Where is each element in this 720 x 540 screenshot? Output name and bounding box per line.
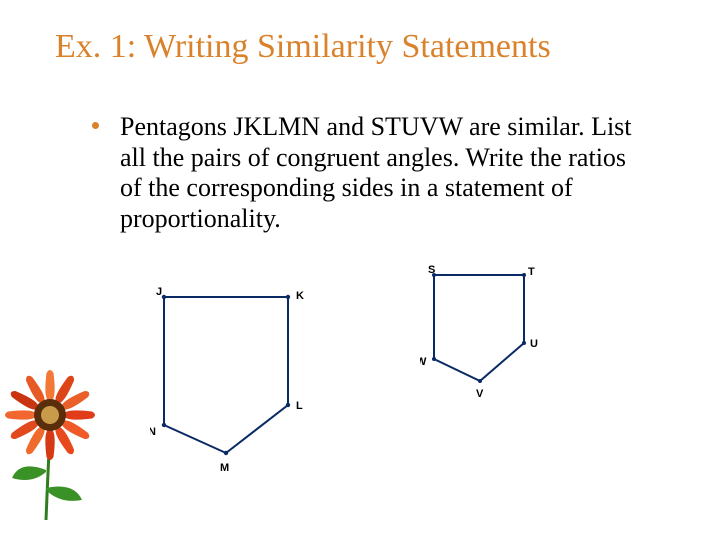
vertex-label-W: W [420,356,427,368]
figures-region: J K L M N S T U V W [150,275,630,495]
vertex-label-S: S [428,265,435,276]
vertex-label-T: T [528,266,535,278]
vertex-label-N: N [150,426,156,438]
vertex-label-L: L [296,400,303,412]
body-block: Pentagons JKLMN and STUVW are similar. L… [120,112,650,235]
vertex-label-U: U [530,338,538,350]
pentagon-shape-2 [434,275,524,381]
vertex-label-M: M [220,462,229,474]
slide-title: Ex. 1: Writing Similarity Statements [55,28,680,66]
vertex-label-J: J [156,286,162,298]
bullet-dot-icon [92,122,99,129]
body-text: Pentagons JKLMN and STUVW are similar. L… [120,112,632,233]
pentagon-stuvw: S T U V W [420,265,560,415]
vertex-label-V: V [476,388,484,400]
slide: Ex. 1: Writing Similarity Statements Pen… [0,0,720,540]
vertex-label-K: K [296,290,304,302]
pentagon-jklmn: J K L M N [150,275,330,485]
bullet-item: Pentagons JKLMN and STUVW are similar. L… [120,112,650,235]
pentagon-shape-1 [164,297,288,453]
flower-decoration-icon [0,360,110,520]
